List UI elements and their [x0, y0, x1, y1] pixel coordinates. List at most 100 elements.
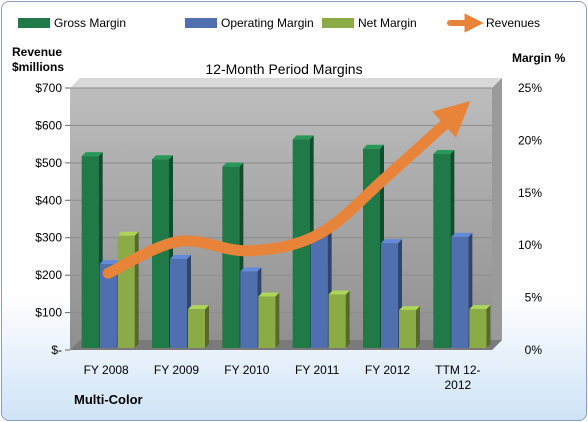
bar-side [134, 231, 139, 348]
category-label: TTM 12- [435, 363, 480, 377]
legend: Gross Margin Operating Margin Net Margin… [18, 13, 540, 33]
bar-top [222, 162, 244, 167]
revenue-line-group [102, 101, 471, 279]
bar-front [258, 296, 276, 348]
plot-area [70, 88, 492, 350]
bar-net-margin [469, 305, 491, 348]
left-tick-label: $600 [35, 118, 62, 132]
left-tick-label: $300 [35, 231, 62, 245]
bar-front [188, 309, 205, 348]
bar-top [363, 144, 384, 149]
bar-top [99, 260, 121, 265]
bar-top [258, 292, 280, 297]
right-tick-label: 5% [525, 291, 543, 305]
legend-item-net-margin: Net Margin [322, 16, 417, 30]
bar-front [170, 258, 187, 348]
bar-top [170, 254, 191, 259]
bar-front [451, 236, 469, 348]
revenue-line [102, 101, 471, 279]
left-tick-label: $100 [35, 306, 62, 320]
bar-front [222, 166, 240, 348]
legend-swatch-net-margin [322, 18, 354, 28]
bar-gross-margin [433, 150, 455, 348]
right-axis: 0% 5% 10% 15% 20% 25% [518, 81, 542, 357]
bar-net-margin [328, 290, 350, 348]
bar-top [433, 150, 455, 155]
bar-front [469, 309, 487, 348]
category-label: FY 2012 [365, 363, 410, 377]
bar-top [399, 306, 420, 311]
bar-top [451, 232, 473, 237]
category-label: FY 2011 [295, 363, 340, 377]
company-label: Multi-Color [74, 392, 143, 407]
bar-operating-margin [451, 232, 473, 348]
bar-operating-margin [240, 267, 262, 348]
legend-swatch-operating-margin [185, 18, 217, 28]
bar-top [292, 135, 314, 140]
bar-front [310, 233, 328, 348]
right-tick-label: 15% [518, 186, 542, 200]
right-axis-title: Margin % [512, 51, 566, 65]
plot-top-edge [70, 78, 502, 88]
left-tick-label: $500 [35, 156, 62, 170]
bar-top [240, 267, 262, 272]
left-axis-title-line2: $millions [12, 60, 64, 74]
bar-operating-margin [310, 229, 332, 348]
bar-side [416, 306, 420, 348]
legend-label-operating-margin: Operating Margin [221, 16, 314, 30]
bar-front [328, 294, 346, 348]
category-label: FY 2008 [84, 363, 129, 377]
legend-item-gross-margin: Gross Margin [18, 16, 126, 30]
legend-label-gross-margin: Gross Margin [54, 16, 126, 30]
left-tick-label: $400 [35, 193, 62, 207]
category-label: FY 2010 [224, 363, 269, 377]
right-tick-label: 25% [518, 81, 542, 95]
bar-gross-margin [81, 152, 103, 348]
bar-front [240, 271, 258, 348]
bar-side [486, 305, 491, 348]
x-axis: FY 2008 FY 2009 FY 2010 FY 2011 FY 2012 TTM 1… [84, 363, 481, 392]
bar-top [188, 305, 209, 310]
gridlines [70, 87, 492, 314]
bar-front [81, 156, 99, 348]
plot-side-wall [492, 78, 502, 350]
bar-front [117, 235, 135, 348]
bar-net-margin [399, 306, 420, 348]
bar-front [381, 243, 398, 348]
category-label: FY 2009 [154, 363, 199, 377]
bar-side [205, 305, 209, 348]
category-label: 2012 [444, 378, 471, 392]
bar-top [117, 231, 139, 236]
legend-label-revenues: Revenues [486, 16, 540, 30]
right-tick-label: 0% [525, 343, 543, 357]
right-tick-label: 10% [518, 238, 542, 252]
bar-side [345, 290, 350, 348]
left-axis-title-line1: Revenue [12, 45, 62, 59]
left-tick-label: $700 [35, 81, 62, 95]
bar-operating-margin [170, 254, 191, 348]
left-tick-label: $200 [35, 268, 62, 282]
bar-top [152, 155, 173, 160]
legend-label-net-margin: Net Margin [358, 16, 417, 30]
bar-top [328, 290, 350, 295]
right-tick-label: 20% [518, 133, 542, 147]
bar-top [469, 305, 491, 310]
bar-front [99, 264, 117, 348]
legend-item-revenues: Revenues [447, 13, 540, 33]
bar-net-margin [258, 292, 280, 348]
bar-operating-margin [381, 239, 402, 348]
left-axis: $- $100 $200 $300 $400 $500 $600 $700 [35, 81, 70, 357]
bar-net-margin [117, 231, 139, 348]
bar-front [399, 310, 416, 348]
bar-net-margin [188, 305, 209, 348]
bar-front [433, 154, 451, 348]
legend-swatch-gross-margin [18, 18, 50, 28]
bar-top [81, 152, 103, 157]
chart-title: 12-Month Period Margins [205, 61, 362, 77]
bar-side [275, 292, 280, 348]
left-tick-label: $- [51, 343, 62, 357]
legend-item-operating-margin: Operating Margin [185, 16, 314, 30]
bar-top [381, 239, 402, 244]
